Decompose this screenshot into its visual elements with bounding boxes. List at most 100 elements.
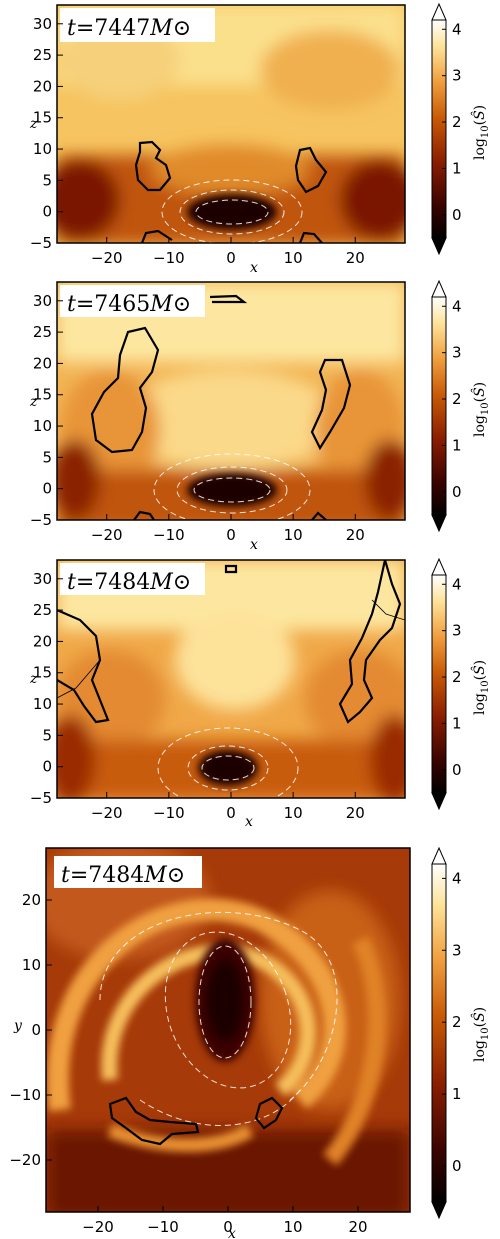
x-tick-label: 10 [284,526,303,544]
x-tick-label: 20 [346,526,365,544]
panel-3-colorbar [431,574,447,794]
panel-1-colorbar [431,19,447,239]
colorbar-tick-label: 1 [452,714,462,732]
y-tick-label: 30 [33,15,52,33]
panel-4-ylabel: y [13,1018,23,1034]
panel-4-colorbar-label: log10(Ŝ) [470,1007,491,1062]
panel-1-colorbar-ticks: 0 1 2 3 4 [442,20,462,224]
y-tick-label: 10 [33,695,52,713]
colorbar-tick-label: 1 [452,436,462,454]
colorbar-tick-label: 4 [452,869,462,887]
x-tick-label: 10 [283,1218,302,1236]
y-tick-label: 20 [33,632,52,650]
panel-1-time-label: t=7447M⊙ [67,16,191,41]
panel-4-time-label: t=7484M⊙ [61,863,185,888]
colorbar-tick-label: 3 [452,622,462,640]
y-tick-label: −5 [30,511,52,529]
x-tick-label: −10 [147,1218,179,1236]
y-tick-label: 20 [22,891,41,909]
x-tick-label: 0 [226,804,236,822]
panel-3-axes: −20 −10 0 10 20 −5 0 5 10 15 20 25 30 [30,570,365,822]
colorbar-tick-label: 4 [452,20,462,38]
x-tick-label: −10 [153,804,185,822]
x-tick-label: −20 [91,526,123,544]
x-tick-label: −20 [82,1218,114,1236]
colorbar-tick-label: 2 [452,1013,462,1031]
y-tick-label: −10 [9,1086,41,1104]
y-tick-label: 0 [42,203,52,221]
panel-2-ylabel: z [29,394,38,410]
panel-1-ylabel: z [29,116,38,132]
y-tick-label: 30 [33,292,52,310]
panel-1-xlabel: x [250,260,258,276]
panel-4-xlabel: x [228,1226,236,1239]
x-tick-label: 10 [284,249,303,267]
panel-3-time-label: t=7484M⊙ [67,570,191,595]
colorbar-tick-label: 4 [452,575,462,593]
x-tick-label: 0 [223,1218,233,1236]
colorbar-tick-label: 0 [452,483,462,501]
y-tick-label: 30 [33,570,52,588]
heatmap-3 [57,560,405,798]
y-tick-label: 20 [33,354,52,372]
panel-3-ylabel: z [29,671,38,687]
y-tick-label: 25 [33,601,52,619]
panel-1-colorbar-label: log10(Ŝ) [470,105,491,160]
panel-2-xlabel: x [250,537,258,553]
x-tick-label: −10 [153,526,185,544]
y-tick-label: 5 [42,171,52,189]
colorbar-tick-label: 3 [452,941,462,959]
y-tick-label: 5 [42,448,52,466]
y-tick-label: 0 [42,758,52,776]
y-tick-label: 5 [42,726,52,744]
colorbar-tick-label: 3 [452,344,462,362]
y-tick-label: 25 [33,46,52,64]
panel-4-colorbar-ticks: 0 1 2 3 4 [442,869,462,1175]
y-tick-label: −5 [30,234,52,252]
colorbar-tick-label: 0 [452,761,462,779]
x-tick-label: 20 [346,804,365,822]
panel-2-colorbar-label: log10(Ŝ) [470,382,491,437]
heatmap-2 [57,282,405,520]
panel-4: t=7484M⊙ x y −20 −10 0 10 20 −20 −10 0 10 20 0 1 2 3… [9,846,491,1239]
panel-2-axes: −20 −10 0 10 20 −5 0 5 10 15 20 25 30 [30,292,365,544]
y-tick-label: 10 [33,140,52,158]
panel-4-axes: −20 −10 0 10 20 −20 −10 0 10 20 [9,891,367,1236]
colorbar-tick-label: 1 [452,159,462,177]
y-tick-label: 10 [22,956,41,974]
colorbar-tick-label: 2 [452,113,462,131]
y-tick-label: 15 [33,109,52,127]
colorbar-tick-label: 3 [452,67,462,85]
y-tick-label: 10 [33,417,52,435]
y-tick-label: 15 [33,664,52,682]
colorbar-tick-label: 2 [452,668,462,686]
colorbar-tick-label: 2 [452,390,462,408]
panel-2-time-label: t=7465M⊙ [67,292,191,317]
y-tick-label: 25 [33,323,52,341]
y-tick-label: 0 [31,1021,41,1039]
y-tick-label: 15 [33,386,52,404]
x-tick-label: 10 [284,804,303,822]
x-tick-label: 20 [348,1218,367,1236]
y-tick-label: 20 [33,77,52,95]
panel-2-colorbar-ticks: 0 1 2 3 4 [442,297,462,501]
panel-1-axes: −20 −10 0 10 20 −5 0 5 10 15 20 25 30 [30,15,365,267]
y-tick-label: 0 [42,480,52,498]
x-tick-label: −10 [153,249,185,267]
y-tick-label: −5 [30,789,52,807]
colorbar-tick-label: 0 [452,206,462,224]
heatmap-1 [57,5,405,243]
x-tick-label: 0 [226,526,236,544]
colorbar-tick-label: 4 [452,297,462,315]
y-tick-label: −20 [9,1151,41,1169]
panel-4-colorbar [431,863,447,1203]
x-tick-label: 0 [226,249,236,267]
heatmap-4 [46,848,410,1212]
panel-3-colorbar-ticks: 0 1 2 3 4 [442,575,462,779]
panel-2-colorbar [431,296,447,516]
x-tick-label: −20 [91,249,123,267]
x-tick-label: 20 [346,249,365,267]
